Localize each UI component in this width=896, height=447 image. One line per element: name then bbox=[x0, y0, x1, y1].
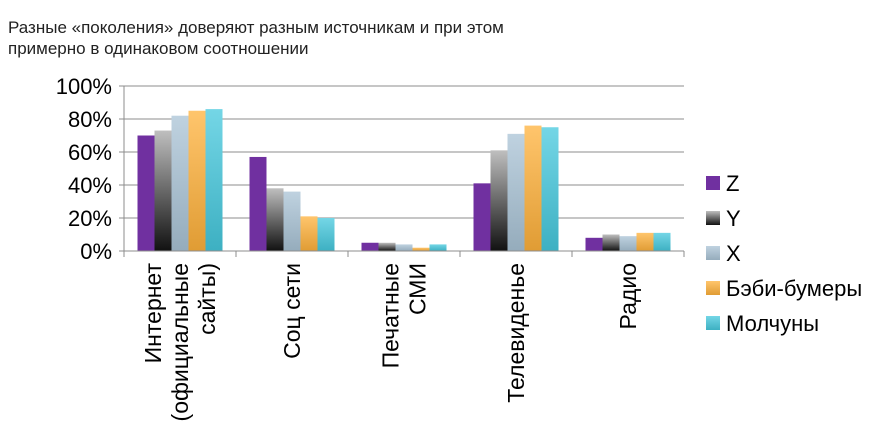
bar-молчуны-1 bbox=[205, 109, 223, 251]
bar-молчуны-2 bbox=[317, 218, 335, 251]
legend-item-бэби-бумеры: Бэби-бумеры bbox=[706, 276, 862, 301]
y-axis-tick-labels: 0% 20% 40% 60% 80% 100% bbox=[56, 74, 112, 264]
bar-x-5 bbox=[619, 236, 637, 251]
x-category-label-2: Соц сети bbox=[279, 263, 305, 359]
y-tick-label: 20% bbox=[68, 206, 112, 231]
chart-title-line-1: Разные «поколения» доверяют разным источ… bbox=[8, 18, 504, 37]
x-category-label-4: Телевиденье bbox=[503, 263, 529, 403]
legend-label: Z bbox=[726, 171, 739, 196]
bar-бэби-бумеры-3 bbox=[412, 247, 430, 251]
bar-бэби-бумеры-1 bbox=[188, 110, 206, 251]
x-category-label-line: Радио bbox=[615, 263, 641, 329]
bar-z-2 bbox=[249, 156, 267, 251]
bars bbox=[137, 109, 671, 251]
bar-молчуны-4 bbox=[541, 127, 559, 251]
legend-swatch bbox=[706, 281, 720, 295]
legend-item-молчуны: Молчуны bbox=[706, 311, 819, 336]
x-category-label-3: Печатные СМИ bbox=[378, 263, 431, 368]
x-category-label-line: СМИ bbox=[405, 263, 431, 315]
x-category-label-line: Соц сети bbox=[279, 263, 305, 359]
y-tick-label: 80% bbox=[68, 107, 112, 132]
x-category-label-line: сайты) bbox=[194, 263, 220, 335]
bar-y-3 bbox=[378, 242, 396, 251]
bar-z-4 bbox=[473, 183, 491, 251]
y-tick-label: 100% bbox=[56, 74, 112, 99]
bar-x-3 bbox=[395, 244, 413, 251]
bar-x-2 bbox=[283, 191, 301, 251]
x-category-label-line: Интернет bbox=[140, 263, 166, 364]
bar-x-4 bbox=[507, 133, 525, 251]
legend-item-y: Y bbox=[706, 206, 741, 231]
x-axis bbox=[123, 86, 685, 257]
chart-title: Разные «поколения» доверяют разным источ… bbox=[8, 17, 608, 59]
legend-label: Бэби-бумеры bbox=[726, 276, 862, 301]
x-category-label-1: Интернет (официальные сайты) bbox=[140, 263, 220, 422]
legend-swatch bbox=[706, 211, 720, 225]
x-category-label-line: Телевиденье bbox=[503, 263, 529, 403]
x-category-label-line: Печатные bbox=[378, 263, 404, 368]
y-tick-label: 0% bbox=[80, 239, 112, 264]
chart-title-line-2: примерно в одинаковом соотношении bbox=[8, 39, 309, 58]
bar-z-5 bbox=[585, 237, 603, 251]
legend-label: Y bbox=[726, 206, 741, 231]
legend-swatch bbox=[706, 316, 720, 330]
bar-y-2 bbox=[266, 188, 284, 251]
legend-swatch bbox=[706, 246, 720, 260]
bar-y-5 bbox=[602, 234, 620, 251]
legend-item-x: X bbox=[706, 241, 741, 266]
bar-молчуны-5 bbox=[653, 232, 671, 251]
bar-молчуны-3 bbox=[429, 244, 447, 251]
bar-бэби-бумеры-5 bbox=[636, 232, 654, 251]
bar-z-3 bbox=[361, 242, 379, 251]
x-category-label-line: (официальные bbox=[167, 263, 193, 421]
legend-item-z: Z bbox=[706, 171, 739, 196]
x-category-label-5: Радио bbox=[615, 263, 641, 329]
legend-swatch bbox=[706, 176, 720, 190]
legend-label: Молчуны bbox=[726, 311, 819, 336]
y-tick-label: 40% bbox=[68, 173, 112, 198]
y-tick-label: 60% bbox=[68, 140, 112, 165]
bar-x-1 bbox=[171, 115, 189, 251]
bar-y-4 bbox=[490, 150, 508, 251]
bar-бэби-бумеры-4 bbox=[524, 125, 542, 251]
bar-z-1 bbox=[137, 135, 155, 251]
bar-y-1 bbox=[154, 130, 172, 251]
legend: ZYX Бэби-бумеры Молчуны bbox=[706, 171, 862, 336]
bar-бэби-бумеры-2 bbox=[300, 216, 318, 251]
x-axis-category-labels: Интернет (официальные сайты) Соц сети Печатн… bbox=[140, 263, 641, 422]
legend-label: X bbox=[726, 241, 741, 266]
